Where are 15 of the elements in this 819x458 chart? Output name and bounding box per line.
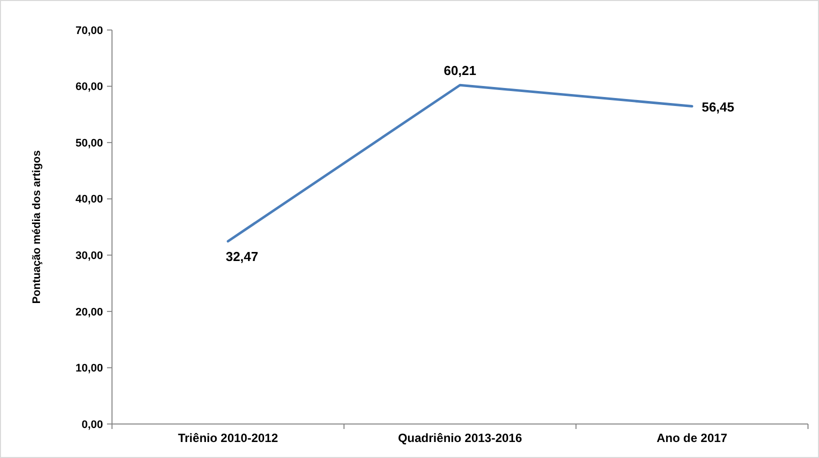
y-axis-title: Pontuação média dos artigos bbox=[31, 150, 43, 304]
data-label: 32,47 bbox=[226, 249, 258, 264]
data-label: 56,45 bbox=[702, 99, 734, 114]
y-tick-label: 40,00 bbox=[75, 194, 103, 206]
y-tick-label: 50,00 bbox=[75, 137, 103, 150]
y-tick-label: 20,00 bbox=[75, 306, 103, 318]
y-tick-label: 10,00 bbox=[75, 362, 103, 375]
x-tick-label: Triênio 2010-2012 bbox=[178, 431, 278, 445]
y-tick-label: 70,00 bbox=[75, 24, 103, 37]
y-tick-label: 30,00 bbox=[75, 250, 103, 262]
y-tick-label: 0,00 bbox=[82, 418, 103, 431]
x-tick-label: Quadriênio 2013-2016 bbox=[398, 431, 522, 445]
data-label: 60,21 bbox=[444, 63, 476, 78]
y-tick-label: 60,00 bbox=[75, 81, 103, 94]
x-tick-label: Ano de 2017 bbox=[656, 431, 728, 445]
